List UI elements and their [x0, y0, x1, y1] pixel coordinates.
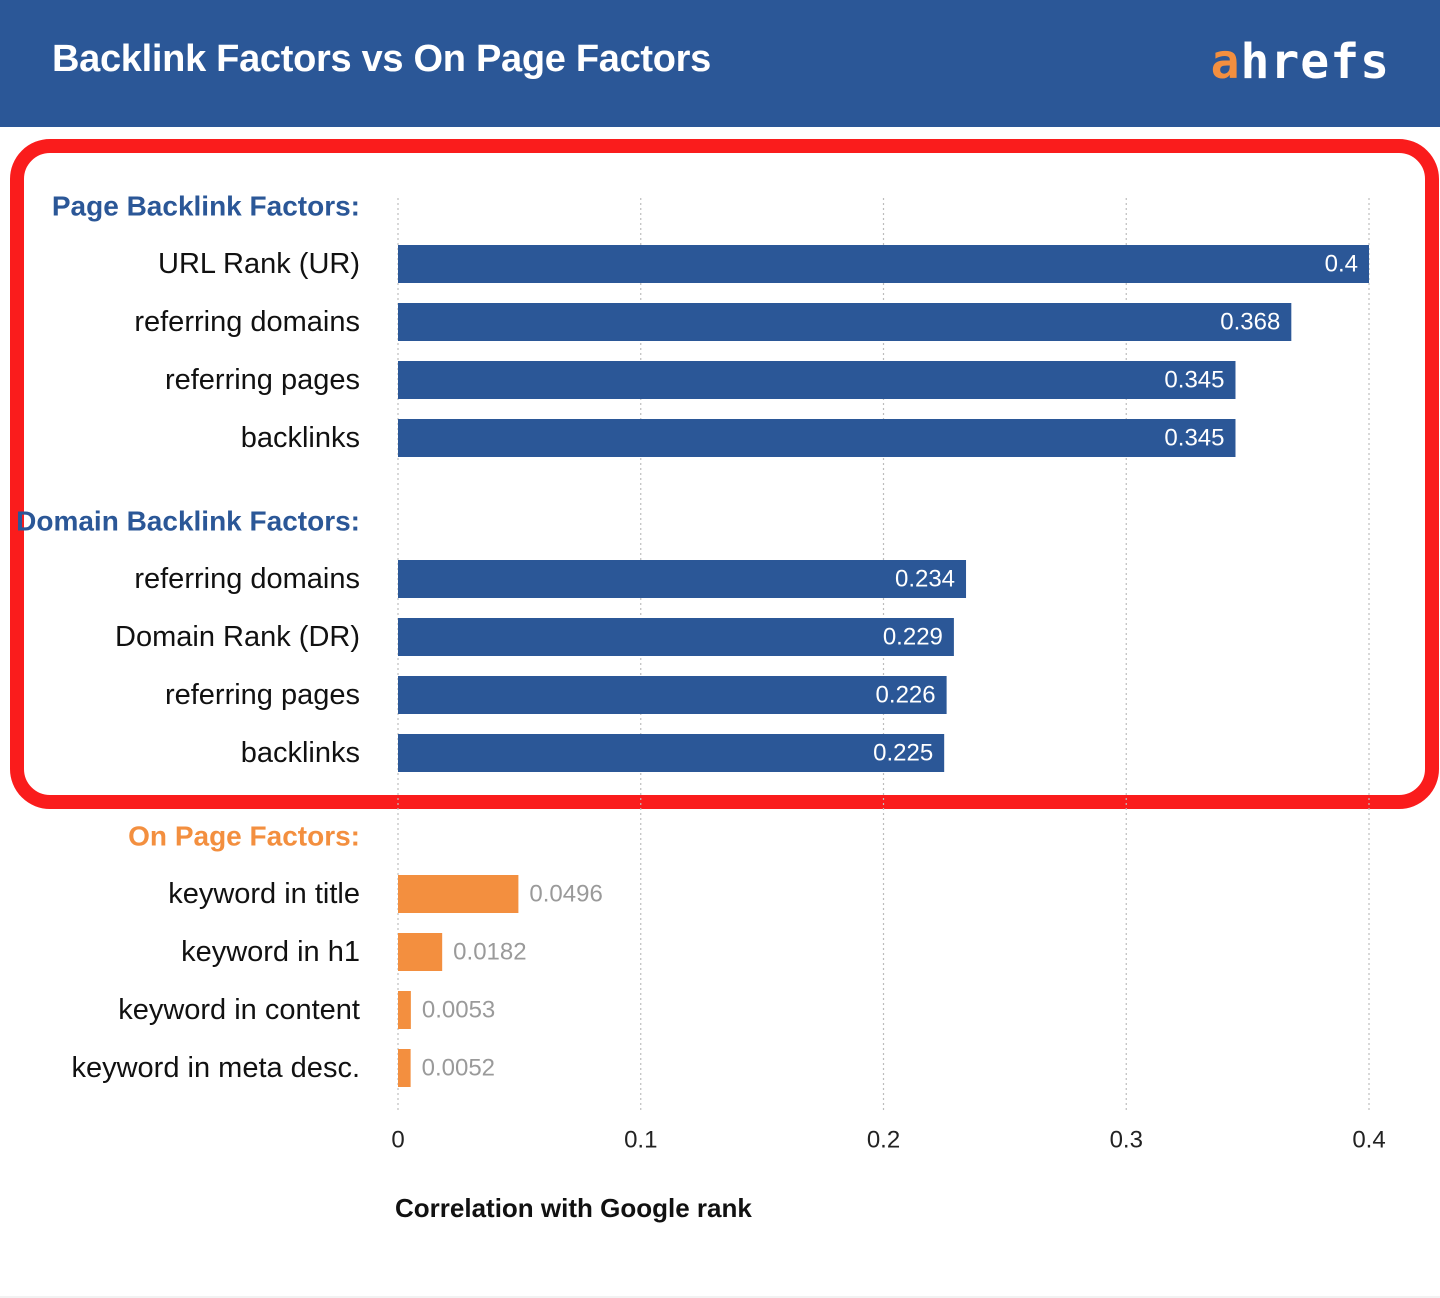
category-label: backlinks	[241, 422, 360, 454]
x-tick-label: 0.4	[1352, 1127, 1385, 1154]
header-bar: Backlink Factors vs On Page Factors ahre…	[0, 0, 1440, 127]
bar	[398, 419, 1236, 457]
group-heading-0: Page Backlink Factors:	[52, 191, 360, 222]
group-heading-1: Domain Backlink Factors:	[16, 506, 360, 537]
bar	[398, 361, 1236, 399]
bottom-edge	[0, 1296, 1440, 1298]
bar	[398, 933, 443, 971]
red-highlight-frame	[10, 139, 1439, 809]
bar	[398, 875, 519, 913]
bar	[398, 245, 1369, 283]
bar	[398, 734, 945, 772]
category-label: keyword in meta desc.	[71, 1052, 360, 1084]
data-label: 0.345	[1164, 367, 1224, 394]
data-label: 0.0496	[529, 881, 602, 908]
logo-wordmark: hrefs	[1240, 34, 1390, 90]
bar	[398, 1049, 411, 1087]
data-label: 0.226	[876, 682, 936, 709]
bar	[398, 618, 954, 656]
chart-title: Backlink Factors vs On Page Factors	[52, 38, 711, 80]
data-label: 0.0052	[422, 1055, 495, 1082]
data-label: 0.4	[1325, 251, 1358, 278]
category-label: keyword in h1	[181, 936, 360, 968]
data-label: 0.0053	[422, 997, 495, 1024]
bar	[398, 991, 411, 1029]
x-tick-label: 0	[391, 1127, 404, 1154]
bar	[398, 560, 967, 598]
category-label: referring pages	[165, 364, 360, 396]
data-label: 0.345	[1164, 425, 1224, 452]
data-label: 0.368	[1220, 309, 1280, 336]
category-label: referring domains	[134, 306, 360, 338]
bar	[398, 676, 947, 714]
logo-letter-accent: a	[1210, 34, 1241, 90]
category-label: backlinks	[241, 737, 360, 769]
category-label: keyword in title	[168, 878, 360, 910]
x-tick-label: 0.1	[624, 1127, 657, 1154]
x-axis-title: Correlation with Google rank	[395, 1193, 752, 1223]
data-label: 0.229	[883, 624, 943, 651]
data-label: 0.0182	[453, 939, 526, 966]
group-heading-2: On Page Factors:	[128, 821, 360, 852]
x-tick-label: 0.2	[867, 1127, 900, 1154]
data-label: 0.234	[895, 566, 955, 593]
bar	[398, 303, 1292, 341]
category-label: referring domains	[134, 563, 360, 595]
category-label: keyword in content	[118, 994, 360, 1026]
x-tick-label: 0.3	[1110, 1127, 1143, 1154]
data-label: 0.225	[873, 740, 933, 767]
category-label: referring pages	[165, 679, 360, 711]
category-label: Domain Rank (DR)	[115, 621, 360, 653]
ahrefs-logo: ahrefs	[1211, 36, 1390, 88]
category-label: URL Rank (UR)	[158, 248, 360, 280]
